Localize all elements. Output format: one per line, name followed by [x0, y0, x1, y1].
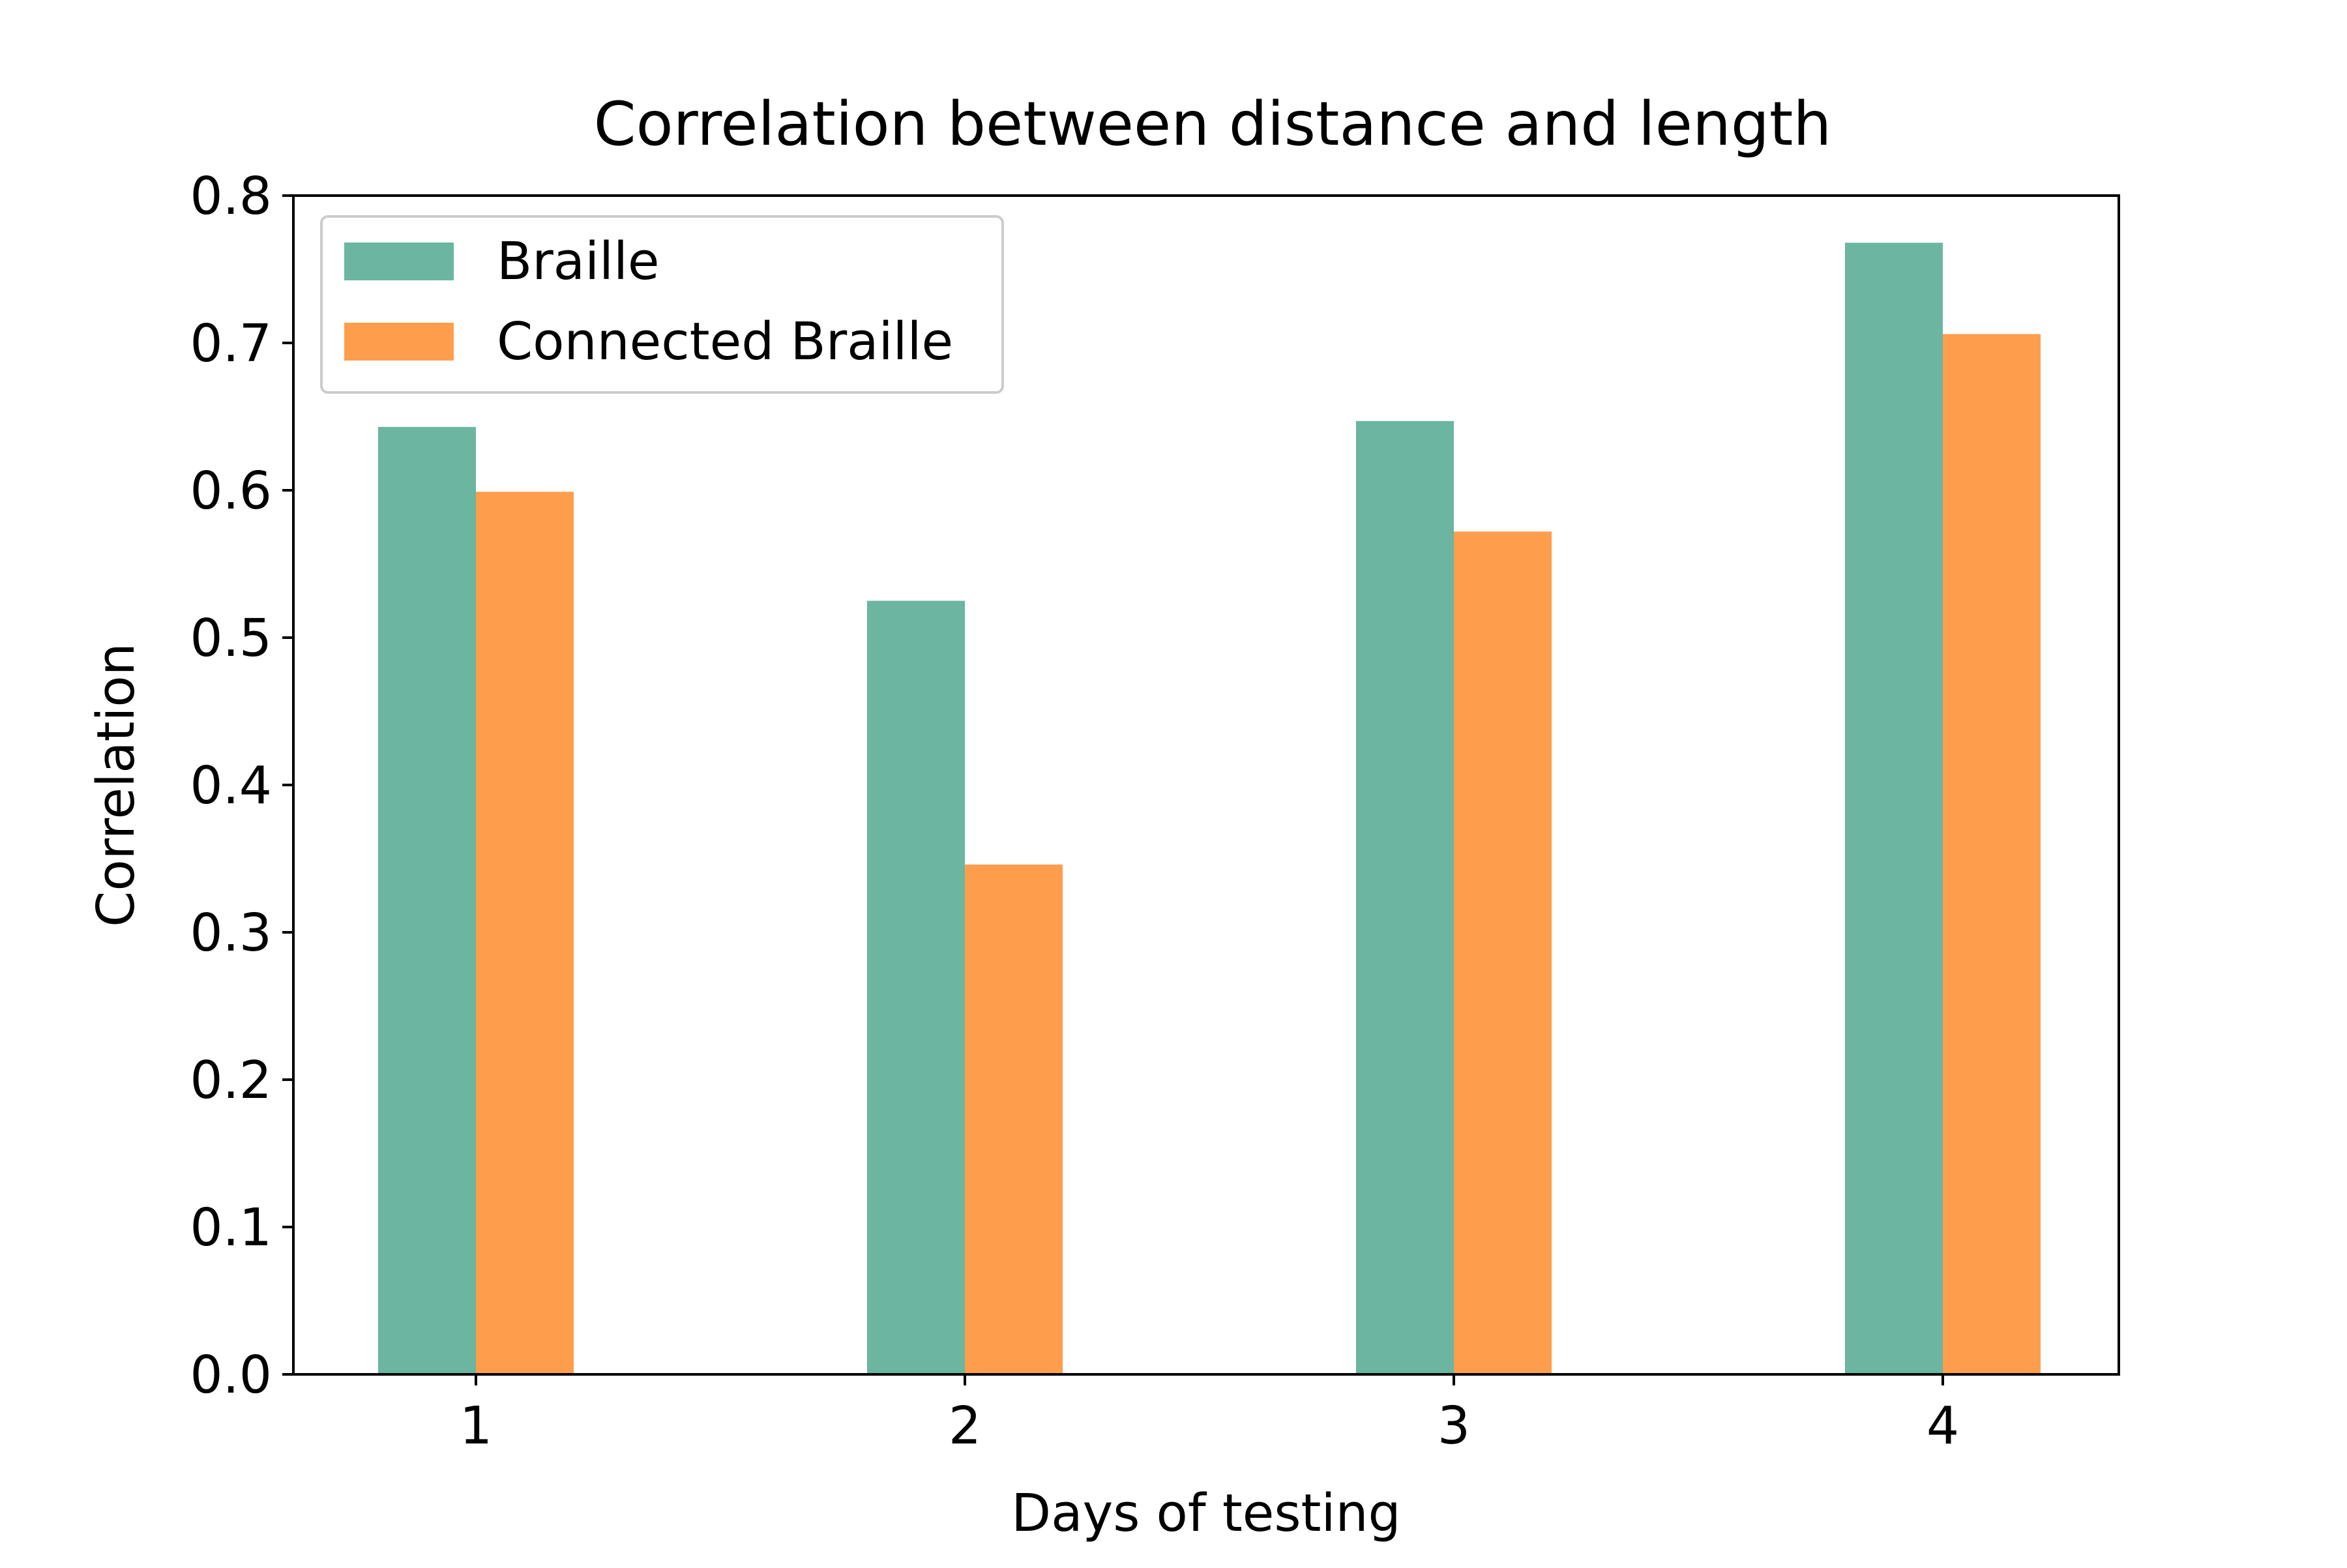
y-tick-label: 0.2 [190, 1050, 272, 1110]
legend-label-connected-braille: Connected Braille [497, 312, 953, 372]
legend-swatch-braille [344, 243, 454, 280]
legend-label-braille: Braille [497, 231, 660, 291]
y-tick-label: 0.6 [190, 461, 272, 521]
y-tick-label: 0.7 [190, 314, 272, 374]
x-axis-label: Days of testing [1011, 1483, 1400, 1543]
bar-braille-day-3 [1356, 421, 1454, 1374]
bars-group [378, 243, 2041, 1375]
y-tick-label: 0.8 [190, 166, 272, 226]
x-axis: 1 2 3 4 [460, 1374, 1959, 1456]
y-axis: 0.0 0.1 0.2 0.3 0.4 0.5 0.6 0.7 0.8 [190, 166, 293, 1405]
y-tick-label: 0.4 [190, 756, 272, 816]
bar-connected-braille-day-2 [965, 865, 1063, 1374]
bar-connected-braille-day-4 [1943, 334, 2041, 1375]
chart-title: Correlation between distance and length [594, 89, 1832, 159]
bar-braille-day-2 [867, 600, 965, 1374]
bar-connected-braille-day-3 [1454, 531, 1552, 1374]
bar-braille-day-1 [378, 426, 476, 1374]
y-tick-label: 0.1 [190, 1198, 272, 1258]
y-tick-label: 0.3 [190, 903, 272, 963]
x-tick-label: 3 [1438, 1396, 1470, 1456]
bar-braille-day-4 [1845, 243, 1943, 1374]
x-tick-label: 4 [1926, 1396, 1959, 1456]
y-tick-label: 0.5 [190, 608, 272, 668]
x-tick-label: 1 [460, 1396, 492, 1456]
legend-swatch-connected-braille [344, 323, 454, 361]
legend-box [320, 215, 1004, 394]
y-axis-label: Correlation [86, 643, 146, 927]
legend: Braille Connected Braille [320, 215, 1004, 394]
y-tick-label: 0.0 [190, 1345, 272, 1405]
x-tick-label: 2 [949, 1396, 981, 1456]
bar-connected-braille-day-1 [476, 492, 574, 1374]
